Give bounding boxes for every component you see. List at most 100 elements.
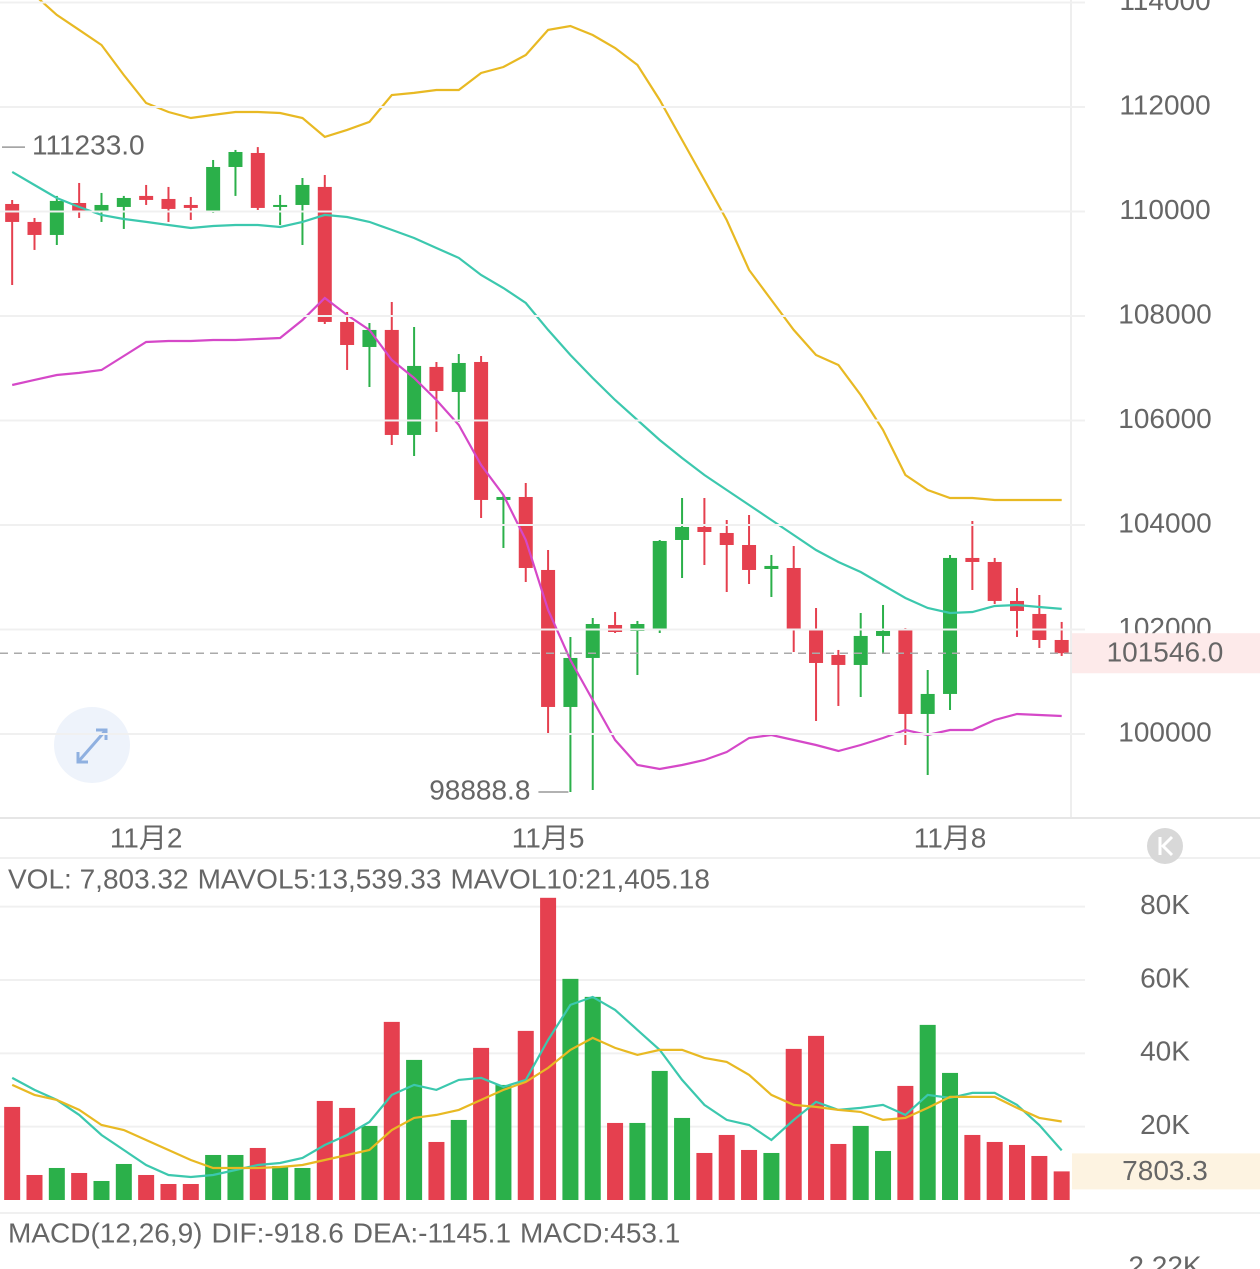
- volume-bar: [942, 1072, 959, 1200]
- x-tick-label: 11月5: [512, 822, 585, 853]
- volume-bar: [830, 1143, 847, 1200]
- expand-icon: [76, 728, 108, 764]
- candle-body: [384, 329, 399, 435]
- candle-body: [987, 561, 1002, 601]
- volume-bar: [428, 1141, 445, 1200]
- candle-body: [183, 204, 198, 208]
- volume-bar: [964, 1134, 981, 1200]
- volume-bar: [1053, 1171, 1070, 1200]
- x-tick-label: 11月2: [110, 822, 183, 853]
- candle-body: [94, 204, 109, 211]
- last-volume-label: 7803.3: [1122, 1155, 1208, 1186]
- volume-bar: [696, 1152, 713, 1200]
- volume-bar: [986, 1141, 1003, 1200]
- y-tick-label: 60K: [1140, 962, 1190, 993]
- candle-body: [764, 565, 779, 569]
- volume-bar: [227, 1154, 244, 1200]
- last-price-box: [1072, 633, 1260, 674]
- volume-bar: [741, 1149, 758, 1200]
- volume-bar: [4, 1106, 21, 1200]
- volume-bar: [26, 1174, 43, 1200]
- low-label: 98888.8: [429, 774, 530, 805]
- volume-bar: [785, 1048, 802, 1200]
- volume-bar: [48, 1167, 65, 1200]
- y-tick-label: 80K: [1140, 889, 1190, 920]
- candle-body: [49, 200, 64, 235]
- volume-bar: [1031, 1155, 1048, 1200]
- volume-bar: [852, 1125, 869, 1200]
- candle-body: [340, 321, 355, 345]
- volume-bar: [93, 1180, 110, 1200]
- y-tick-label: 100000: [1118, 716, 1211, 747]
- candle-body: [228, 151, 243, 167]
- candle-body: [451, 362, 466, 392]
- legend-entry: MAVOL10:21,405.18: [450, 863, 709, 894]
- candle-body: [563, 657, 578, 707]
- candle-body: [630, 623, 645, 631]
- candle-body: [585, 623, 600, 658]
- volume-bar: [115, 1163, 132, 1200]
- volume-bar: [138, 1174, 155, 1200]
- y-tick-label: 114000: [1119, 0, 1210, 16]
- y-tick-label: 108000: [1118, 298, 1211, 329]
- candle-body: [652, 540, 667, 629]
- volume-bar: [383, 1021, 400, 1200]
- volume-bar: [808, 1035, 825, 1200]
- y-tick-label: 40K: [1140, 1036, 1190, 1067]
- last-price-label: 101546.0: [1107, 637, 1224, 668]
- candle-body: [697, 526, 712, 532]
- volume-bar: [629, 1122, 646, 1200]
- candle-body: [1032, 613, 1047, 640]
- volume-bar: [182, 1183, 199, 1200]
- volume-bar: [361, 1125, 378, 1200]
- candle-body: [541, 569, 556, 707]
- candle-body: [429, 366, 444, 391]
- volume-bar: [249, 1147, 266, 1200]
- volume-bar: [897, 1085, 914, 1200]
- volume-bar: [1009, 1144, 1026, 1200]
- candle-body: [27, 221, 42, 235]
- band-line: [11, 296, 1062, 771]
- x-tick-label: 11月8: [914, 822, 987, 853]
- macd-legend-entry: MACD:453.1: [520, 1217, 680, 1248]
- ma-line: [11, 1036, 1062, 1170]
- volume-bar: [71, 1172, 88, 1200]
- volume-bar: [875, 1150, 892, 1200]
- candle-body: [250, 152, 265, 208]
- candle-body: [1054, 639, 1069, 654]
- candle-body: [317, 186, 332, 322]
- candle-body: [139, 195, 154, 200]
- volume-bar: [763, 1152, 780, 1200]
- volume-bar: [272, 1165, 289, 1200]
- candle-body: [853, 635, 868, 665]
- candle-body: [295, 184, 310, 205]
- candle-body: [675, 526, 690, 540]
- legend-entry: VOL: 7,803.32: [8, 863, 189, 894]
- y-tick-label: 106000: [1118, 403, 1211, 434]
- ma-line: [11, 995, 1063, 1179]
- high-label: 111233.0: [32, 129, 145, 160]
- candle-body: [5, 203, 20, 222]
- legend-entry: MAVOL5:13,539.33: [198, 863, 442, 894]
- candle-body: [876, 630, 891, 636]
- volume-bar: [718, 1134, 735, 1200]
- candle-body: [161, 198, 176, 209]
- candle-body: [496, 496, 511, 500]
- candle-body: [943, 557, 958, 694]
- y-tick-label: 104000: [1118, 507, 1211, 538]
- volume-bar: [540, 897, 557, 1200]
- candle-body: [116, 197, 131, 207]
- candle-body: [831, 654, 846, 665]
- volume-bar: [584, 996, 601, 1200]
- volume-bar: [406, 1059, 423, 1200]
- volume-bar: [450, 1119, 467, 1200]
- volume-bar: [160, 1183, 177, 1200]
- candle-body: [809, 629, 824, 663]
- logo-button[interactable]: [1147, 828, 1183, 864]
- volume-bar: [562, 978, 579, 1200]
- candle-body: [362, 329, 377, 347]
- macd-legend-entry: DEA:-1145.1: [353, 1217, 511, 1248]
- volume-bar: [316, 1100, 333, 1200]
- expand-button[interactable]: [54, 707, 130, 783]
